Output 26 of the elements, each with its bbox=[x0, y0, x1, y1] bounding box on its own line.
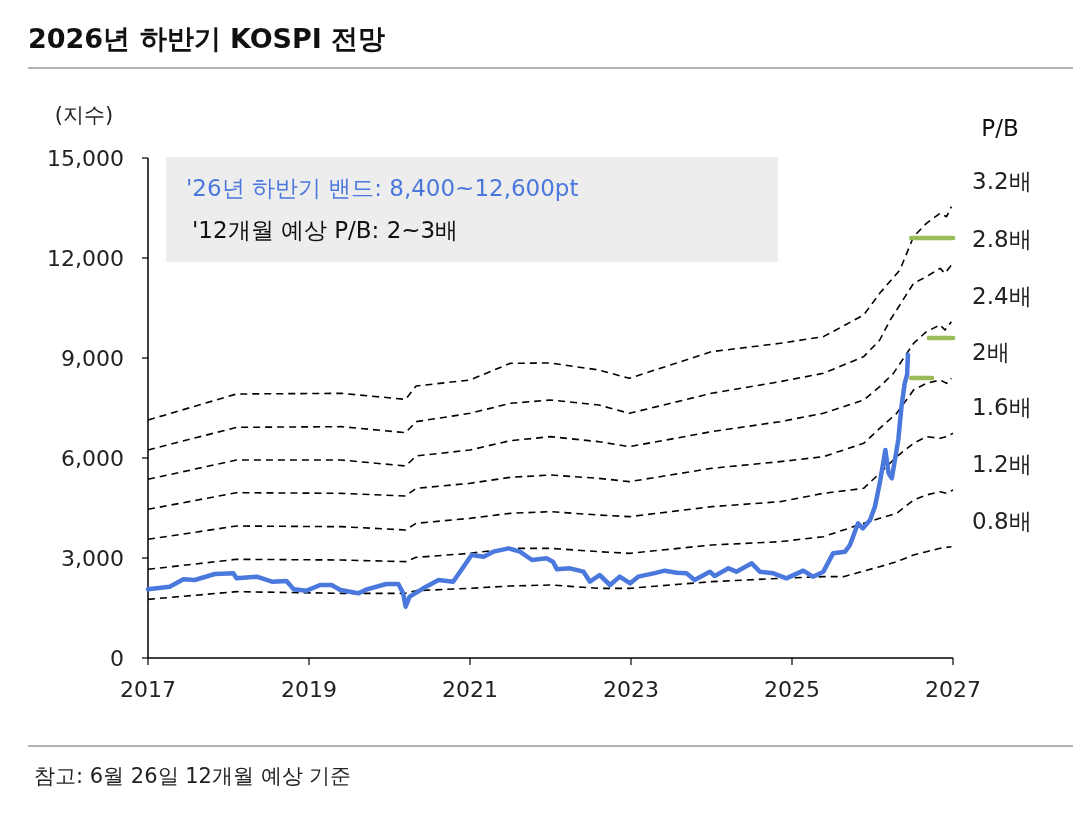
x-tick-label: 2023 bbox=[603, 677, 659, 702]
y-tick-label: 9,000 bbox=[61, 346, 124, 371]
y-tick-label: 12,000 bbox=[47, 246, 124, 271]
chart-title: 2026년 하반기 KOSPI 전망 bbox=[28, 23, 386, 54]
x-tick-label: 2017 bbox=[120, 677, 176, 702]
note-box: '26년 하반기 밴드: 8,400~12,600pt '12개월 예상 P/B: 2~3배 bbox=[166, 157, 778, 262]
x-tick-label: 2019 bbox=[281, 677, 337, 702]
series-label: 3.2배 bbox=[972, 167, 1032, 194]
series-label: 2.8배 bbox=[972, 226, 1032, 252]
series-label: 1.2배 bbox=[972, 451, 1032, 477]
y-tick-label: 15,000 bbox=[47, 146, 124, 171]
series-label: 0.8배 bbox=[972, 507, 1032, 534]
text: 참고: 6월 26일 12개월 예상 기준 bbox=[34, 764, 352, 788]
annotation: '12개월 예상 P/B: 2~3배 bbox=[192, 217, 459, 243]
x-tick-label: 2021 bbox=[442, 677, 498, 702]
x-tick-label: 2025 bbox=[764, 677, 820, 702]
series-label: 1.6배 bbox=[972, 394, 1032, 421]
y-axis-title: (지수) bbox=[54, 103, 114, 127]
series-label: 2배 bbox=[972, 339, 1010, 366]
annotation: '26년 하반기 밴드: 8,400~12,600pt bbox=[186, 175, 579, 201]
y-tick-label: 6,000 bbox=[61, 446, 124, 471]
x-tick-label: 2027 bbox=[925, 677, 981, 702]
legend-title: P/B bbox=[981, 115, 1019, 141]
y-tick-label: 0 bbox=[110, 646, 124, 671]
y-tick-label: 3,000 bbox=[61, 546, 124, 571]
series-label: 2.4배 bbox=[972, 282, 1032, 309]
